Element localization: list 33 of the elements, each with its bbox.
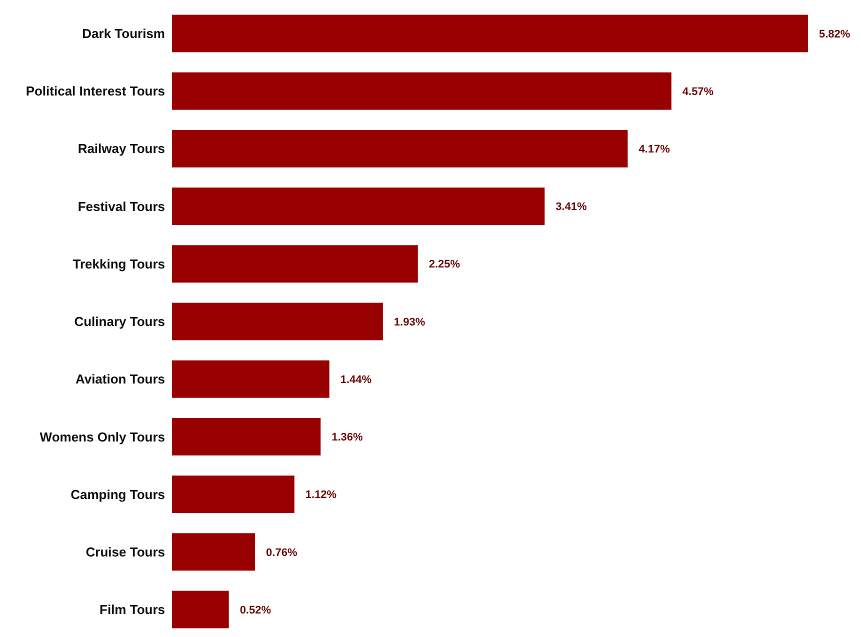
- y-tick-label: Dark Tourism: [82, 26, 165, 42]
- data-label: 3.41%: [556, 201, 588, 214]
- data-label: 4.17%: [638, 144, 670, 156]
- data-label: 0.76%: [266, 546, 298, 559]
- bar: [172, 302, 383, 340]
- data-label: 4.57%: [682, 86, 714, 98]
- data-label: 2.25%: [428, 258, 460, 271]
- data-label: 1.36%: [332, 432, 364, 444]
- bar: [172, 245, 418, 283]
- data-label: 1.93%: [394, 316, 426, 328]
- y-tick-label: Festival Tours: [78, 198, 165, 214]
- y-tick-label: Camping Tours: [70, 486, 165, 502]
- bar: [172, 360, 330, 398]
- bar: [172, 130, 628, 168]
- y-tick-label: Womens Only Tours: [40, 429, 165, 444]
- bar: [172, 14, 808, 52]
- bar: [172, 590, 229, 628]
- y-tick-label: Trekking Tours: [72, 256, 165, 272]
- data-label: 1.12%: [305, 489, 337, 502]
- y-tick-label: Culinary Tours: [74, 314, 165, 330]
- data-label: 0.52%: [240, 604, 272, 616]
- y-tick-label: Cruise Tours: [86, 544, 165, 560]
- y-tick-label: Political Interest Tours: [26, 84, 165, 99]
- y-tick-label: Railway Tours: [78, 141, 165, 156]
- bar: [172, 418, 321, 456]
- data-label: 5.82%: [819, 28, 850, 40]
- y-tick-label: Film Tours: [100, 602, 165, 618]
- y-tick-label: Aviation Tours: [75, 372, 165, 387]
- bar: [172, 476, 294, 514]
- bar: [172, 533, 256, 571]
- data-label: 1.44%: [340, 374, 372, 386]
- bar: [172, 72, 672, 110]
- bar: [172, 188, 545, 226]
